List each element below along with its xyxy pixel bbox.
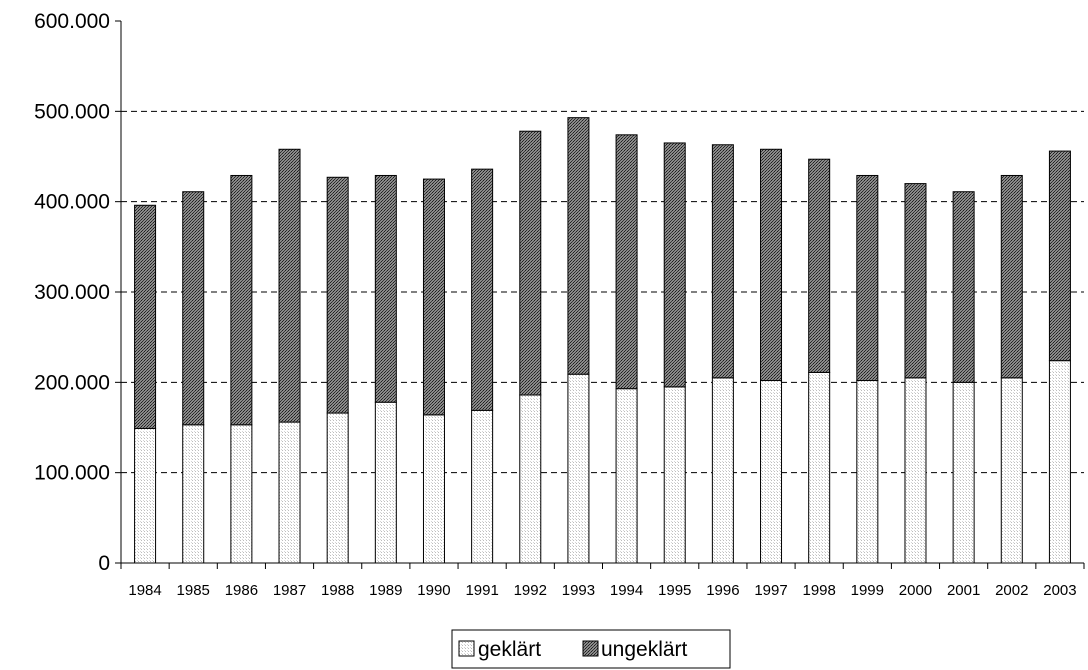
x-tick-label: 1997 — [754, 582, 787, 599]
legend-swatch-ungeklaert — [582, 640, 599, 657]
y-tick-label: 0 — [98, 552, 110, 575]
bar-geklaert — [471, 409, 494, 564]
x-tick-label: 1989 — [369, 582, 402, 599]
bar-geklaert — [374, 401, 397, 564]
bar-ungeklaert — [663, 142, 686, 388]
bar-ungeklaert — [278, 148, 301, 423]
bar-geklaert — [519, 394, 542, 564]
bar-ungeklaert — [904, 183, 927, 379]
x-tick-label: 1996 — [706, 582, 739, 599]
bar-ungeklaert — [856, 174, 879, 382]
bar-ungeklaert — [615, 134, 638, 390]
bar-ungeklaert — [1000, 174, 1023, 379]
bar-ungeklaert — [711, 144, 734, 379]
bar-ungeklaert — [1048, 150, 1071, 362]
bar-ungeklaert — [808, 158, 831, 373]
x-tick-label: 1995 — [658, 582, 691, 599]
bar-ungeklaert — [422, 178, 445, 416]
x-tick-label: 1990 — [417, 582, 450, 599]
bar-geklaert — [808, 371, 831, 564]
x-tick-label: 1998 — [802, 582, 835, 599]
gridlines — [121, 110, 1084, 474]
y-tick-label: 400.000 — [34, 191, 110, 214]
x-tick-label: 1987 — [273, 582, 306, 599]
tick-labels: 0 100.000 200.000 300.000 400.000 500.000 600.… — [34, 10, 1077, 599]
x-tick-label: 1985 — [177, 582, 210, 599]
x-tick-label: 1992 — [514, 582, 547, 599]
y-tick-label: 500.000 — [34, 100, 110, 123]
bar-geklaert — [567, 373, 590, 564]
x-tick-label: 2001 — [947, 582, 980, 599]
y-tick-label: 300.000 — [34, 281, 110, 304]
bar-geklaert — [326, 412, 349, 564]
x-tick-label: 1988 — [321, 582, 354, 599]
bar-geklaert — [1000, 377, 1023, 564]
bar-geklaert — [422, 414, 445, 564]
bar-ungeklaert — [230, 174, 253, 426]
y-tick-label: 600.000 — [34, 10, 110, 33]
bar-geklaert — [230, 424, 253, 564]
x-tick-label: 1984 — [128, 582, 161, 599]
bar-ungeklaert — [182, 191, 205, 426]
y-tick-label: 100.000 — [34, 462, 110, 485]
axes — [115, 20, 1085, 569]
x-tick-label: 1986 — [225, 582, 258, 599]
legend-label-geklaert: geklärt — [478, 638, 541, 661]
bar-geklaert — [1048, 360, 1071, 564]
x-tick-label: 1993 — [562, 582, 595, 599]
bar-geklaert — [856, 380, 879, 564]
bar-geklaert — [278, 421, 301, 564]
bar-geklaert — [952, 381, 975, 564]
legend: geklärt ungeklärt — [451, 629, 731, 669]
x-tick-label: 2002 — [995, 582, 1028, 599]
x-tick-label: 2003 — [1043, 582, 1076, 599]
bar-geklaert — [663, 386, 686, 564]
bar-ungeklaert — [760, 148, 783, 382]
bar-ungeklaert — [519, 130, 542, 396]
y-tick-label: 200.000 — [34, 371, 110, 394]
x-tick-label: 1999 — [851, 582, 884, 599]
x-tick-label: 1991 — [465, 582, 498, 599]
bar-ungeklaert — [326, 176, 349, 414]
bar-ungeklaert — [471, 168, 494, 411]
bar-geklaert — [182, 424, 205, 564]
legend-label-ungeklaert: ungeklärt — [601, 638, 688, 661]
bar-geklaert — [134, 427, 157, 564]
bar-geklaert — [904, 377, 927, 564]
x-tick-label: 2000 — [899, 582, 932, 599]
x-tick-label: 1994 — [610, 582, 643, 599]
bar-ungeklaert — [134, 204, 157, 429]
bars — [134, 117, 1071, 564]
bar-geklaert — [615, 388, 638, 564]
legend-swatch-geklaert — [458, 640, 475, 657]
bar-ungeklaert — [952, 191, 975, 383]
bar-ungeklaert — [567, 117, 590, 375]
bar-geklaert — [711, 377, 734, 564]
bar-ungeklaert — [374, 174, 397, 403]
bar-geklaert — [760, 380, 783, 564]
